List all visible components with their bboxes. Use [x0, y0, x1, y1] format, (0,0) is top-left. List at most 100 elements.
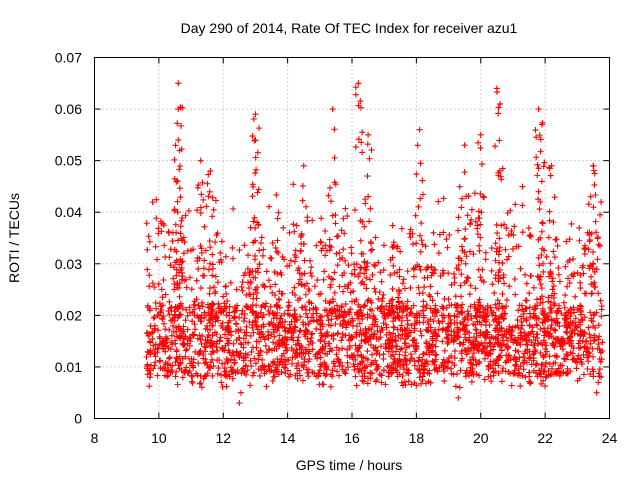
- data-point: [327, 284, 334, 291]
- data-point: [280, 224, 287, 231]
- data-point: [477, 274, 484, 281]
- data-point: [458, 348, 465, 355]
- data-point: [246, 319, 253, 326]
- data-point: [444, 335, 451, 342]
- data-point: [265, 362, 272, 369]
- data-point: [454, 308, 461, 315]
- data-point: [282, 328, 289, 335]
- data-point: [492, 143, 499, 150]
- data-point: [286, 321, 293, 328]
- x-tick-label: 8: [91, 430, 99, 446]
- data-point: [287, 371, 294, 378]
- data-point: [390, 330, 397, 337]
- data-point: [297, 276, 304, 283]
- data-point: [371, 261, 378, 268]
- data-point: [190, 356, 197, 363]
- data-point: [394, 343, 401, 350]
- data-point: [378, 379, 385, 386]
- data-point: [362, 329, 369, 336]
- data-point: [592, 218, 599, 225]
- data-point: [540, 268, 547, 275]
- data-point: [259, 330, 266, 337]
- data-point: [242, 362, 249, 369]
- data-point: [576, 224, 583, 231]
- data-point: [308, 264, 315, 271]
- data-point: [354, 348, 361, 355]
- data-point: [548, 307, 555, 314]
- data-point: [417, 195, 424, 202]
- data-point: [265, 332, 272, 339]
- data-point: [550, 248, 557, 255]
- data-point: [472, 285, 479, 292]
- data-point: [520, 366, 527, 373]
- data-point: [377, 343, 384, 350]
- data-point: [238, 310, 245, 317]
- data-point: [401, 326, 408, 333]
- data-point: [495, 172, 502, 179]
- data-point: [359, 218, 366, 225]
- data-point: [496, 300, 503, 307]
- data-point: [395, 288, 402, 295]
- data-point: [270, 315, 277, 322]
- data-point: [372, 262, 379, 269]
- data-point: [546, 165, 553, 172]
- data-point: [511, 223, 518, 230]
- data-point: [326, 340, 333, 347]
- data-point: [305, 350, 312, 357]
- data-point: [410, 241, 417, 248]
- data-point: [578, 356, 585, 363]
- data-point: [467, 303, 474, 310]
- data-point: [311, 370, 318, 377]
- data-point: [171, 286, 178, 293]
- data-point: [209, 348, 216, 355]
- data-point: [499, 260, 506, 267]
- data-point: [432, 306, 439, 313]
- data-point: [459, 341, 466, 348]
- data-point: [369, 315, 376, 322]
- data-point: [349, 354, 356, 361]
- data-point: [495, 362, 502, 369]
- data-point: [597, 297, 604, 304]
- data-point: [292, 247, 299, 254]
- data-point: [176, 261, 183, 268]
- data-point: [459, 301, 466, 308]
- data-point: [497, 354, 504, 361]
- data-point: [461, 323, 468, 330]
- data-point: [319, 343, 326, 350]
- data-point: [581, 250, 588, 257]
- data-point: [178, 217, 185, 224]
- data-point: [198, 340, 205, 347]
- data-point: [158, 228, 165, 235]
- data-point: [586, 350, 593, 357]
- data-point: [305, 320, 312, 327]
- data-point: [236, 247, 243, 254]
- data-point: [471, 301, 478, 308]
- data-point: [536, 132, 543, 139]
- data-point: [200, 196, 207, 203]
- data-point: [240, 344, 247, 351]
- data-point: [448, 281, 455, 288]
- data-point: [208, 342, 215, 349]
- data-point: [429, 341, 436, 348]
- data-point: [171, 156, 178, 163]
- data-point: [477, 221, 484, 228]
- data-point: [367, 276, 374, 283]
- data-point: [176, 166, 183, 173]
- y-tick-label: 0.07: [55, 50, 82, 66]
- data-point: [405, 378, 412, 385]
- data-point: [221, 365, 228, 372]
- data-point: [207, 310, 214, 317]
- data-point: [566, 257, 573, 264]
- data-point: [441, 347, 448, 354]
- data-point: [252, 360, 259, 367]
- data-point: [517, 265, 524, 272]
- data-point: [287, 257, 294, 264]
- data-point: [538, 380, 545, 387]
- data-point: [401, 285, 408, 292]
- data-point: [299, 182, 306, 189]
- data-point: [180, 335, 187, 342]
- data-point: [165, 372, 172, 379]
- data-point: [441, 378, 448, 385]
- data-point: [452, 293, 459, 300]
- data-point: [317, 313, 324, 320]
